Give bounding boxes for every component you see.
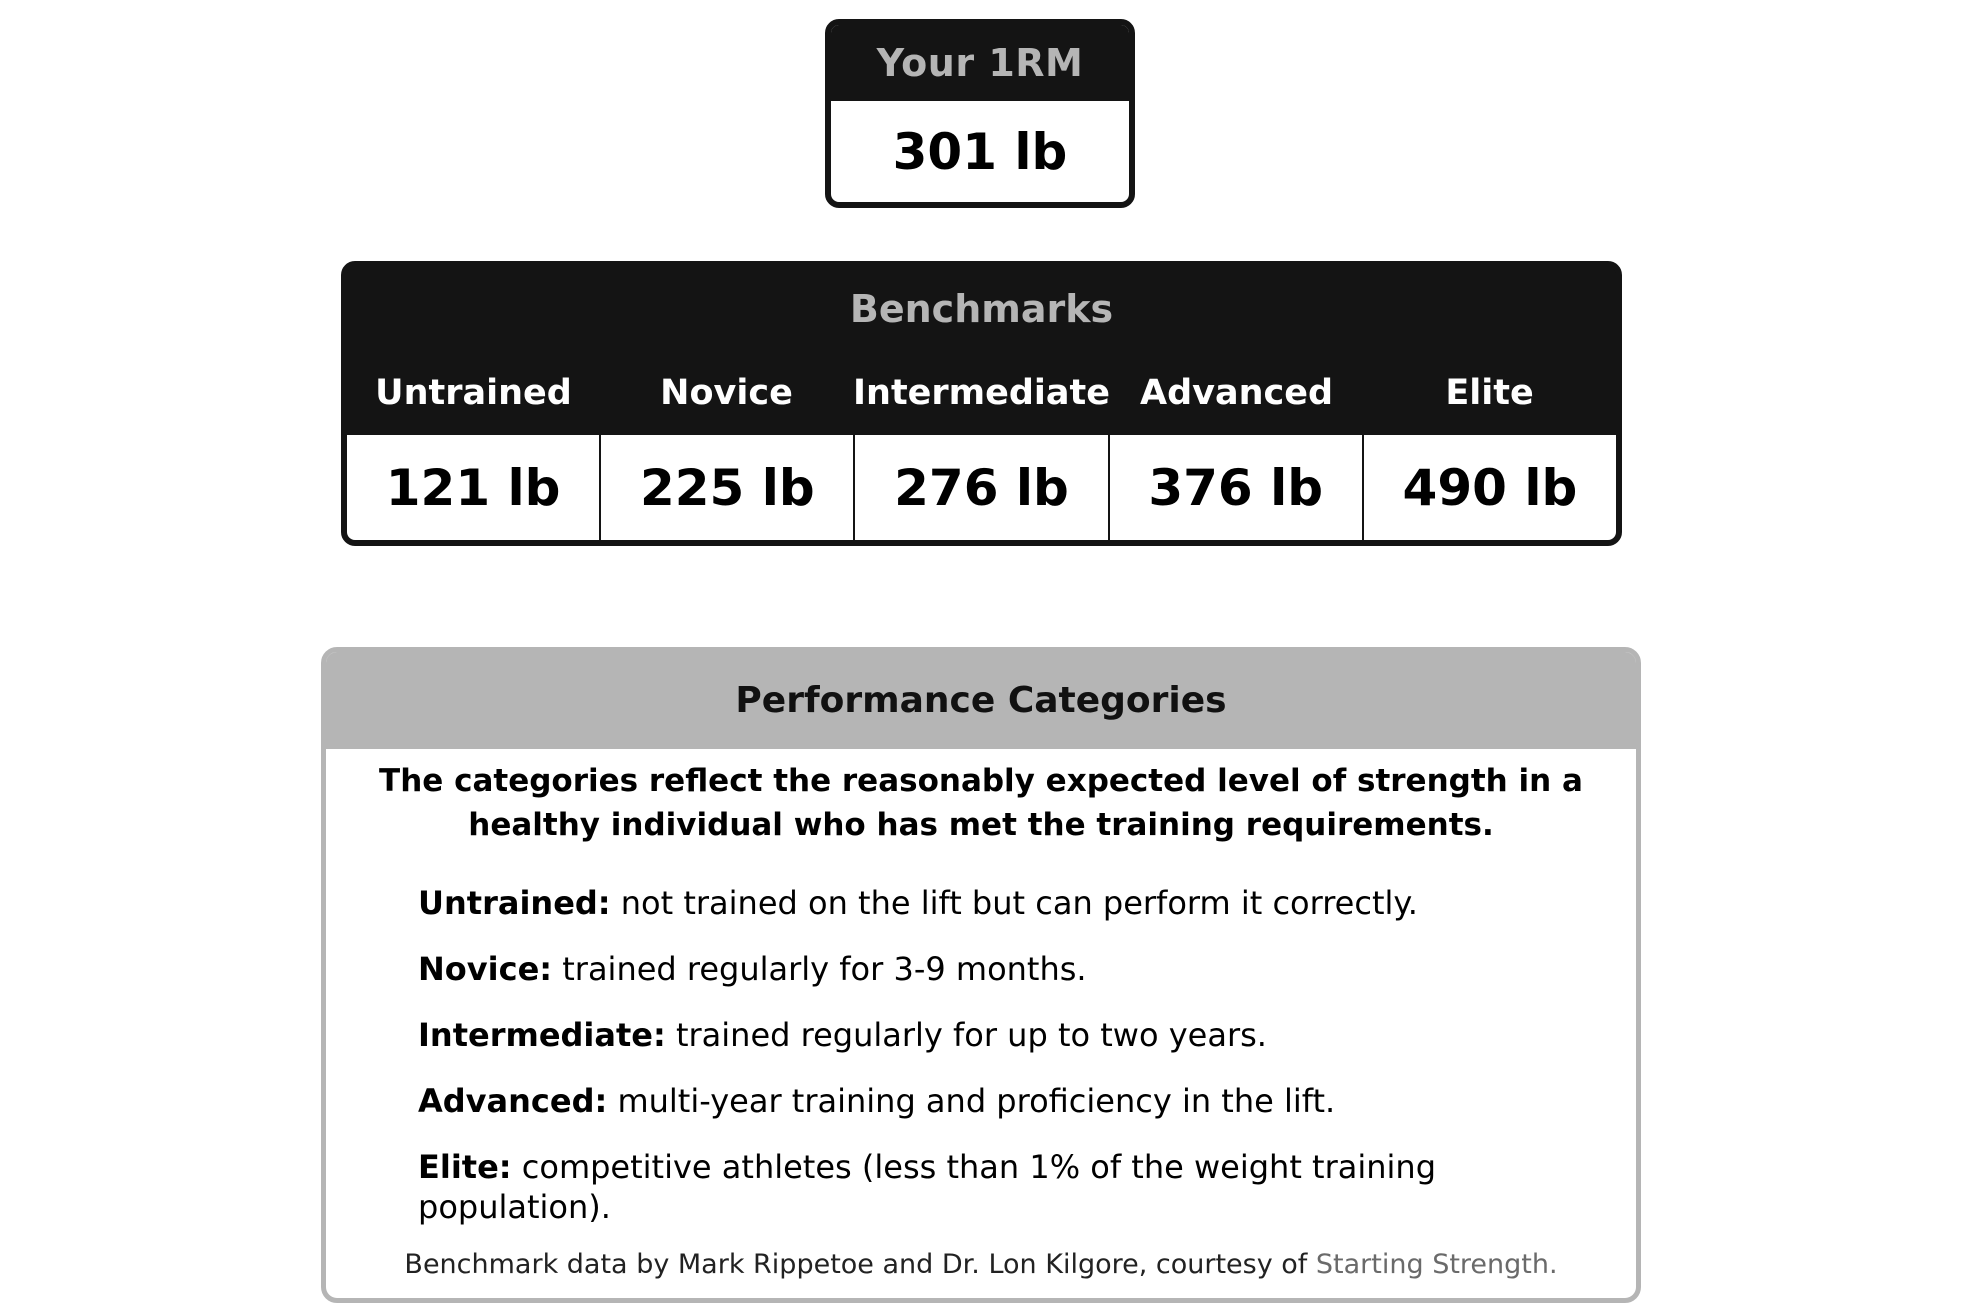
starting-strength-link[interactable]: Starting Strength. bbox=[1315, 1249, 1558, 1280]
performance-categories-card: Performance Categories The categories re… bbox=[321, 647, 1641, 1303]
category-item-intermediate: Intermediate: trained regularly for up t… bbox=[418, 1015, 1636, 1055]
category-description: trained regularly for 3-9 months. bbox=[552, 950, 1087, 988]
category-item-advanced: Advanced: multi-year training and profic… bbox=[418, 1081, 1636, 1121]
benchmarks-card: Benchmarks Untrained Novice Intermediate… bbox=[341, 261, 1622, 546]
benchmark-label-untrained: Untrained bbox=[375, 373, 572, 413]
credit-text: Benchmark data by Mark Rippetoe and Dr. … bbox=[404, 1249, 1316, 1280]
category-term: Advanced: bbox=[418, 1082, 608, 1120]
category-term: Untrained: bbox=[418, 884, 611, 922]
performance-category-list: Untrained: not trained on the lift but c… bbox=[418, 883, 1636, 1227]
benchmark-label-intermediate: Intermediate bbox=[853, 373, 1111, 413]
benchmarks-title: Benchmarks bbox=[849, 287, 1114, 331]
one-rm-label: Your 1RM bbox=[831, 25, 1129, 101]
category-term: Intermediate: bbox=[418, 1016, 666, 1054]
category-item-novice: Novice: trained regularly for 3-9 months… bbox=[418, 949, 1636, 989]
category-description: not trained on the lift but can perform … bbox=[610, 884, 1418, 922]
category-description: trained regularly for up to two years. bbox=[665, 1016, 1267, 1054]
category-description: multi-year training and proficiency in t… bbox=[607, 1082, 1336, 1120]
one-rm-value: 301 lb bbox=[892, 122, 1068, 181]
benchmark-value-intermediate: 276 lb bbox=[853, 435, 1107, 540]
category-term: Elite: bbox=[418, 1148, 512, 1186]
benchmark-label-novice: Novice bbox=[660, 373, 793, 413]
one-rm-card: Your 1RM 301 lb bbox=[825, 19, 1135, 208]
benchmark-label-elite: Elite bbox=[1445, 373, 1534, 413]
benchmark-label-advanced: Advanced bbox=[1140, 373, 1334, 413]
category-term: Novice: bbox=[418, 950, 553, 988]
performance-intro: The categories reflect the reasonably ex… bbox=[379, 763, 1583, 843]
benchmark-value-untrained: 121 lb bbox=[385, 458, 561, 517]
benchmark-credit: Benchmark data by Mark Rippetoe and Dr. … bbox=[326, 1249, 1636, 1280]
benchmark-value-advanced: 376 lb bbox=[1107, 435, 1362, 540]
category-item-elite: Elite: competitive athletes (less than 1… bbox=[418, 1147, 1636, 1227]
benchmark-level-values: 121 lb 225 lb 276 lb 376 lb 490 lb bbox=[347, 435, 1616, 540]
benchmark-level-labels: Untrained Novice Intermediate Advanced E… bbox=[347, 351, 1616, 435]
benchmark-value-elite: 490 lb bbox=[1361, 435, 1616, 540]
category-item-untrained: Untrained: not trained on the lift but c… bbox=[418, 883, 1636, 923]
performance-categories-title: Performance Categories bbox=[326, 652, 1636, 749]
category-description: competitive athletes (less than 1% of th… bbox=[418, 1148, 1437, 1226]
benchmark-value-novice: 225 lb bbox=[599, 435, 853, 540]
